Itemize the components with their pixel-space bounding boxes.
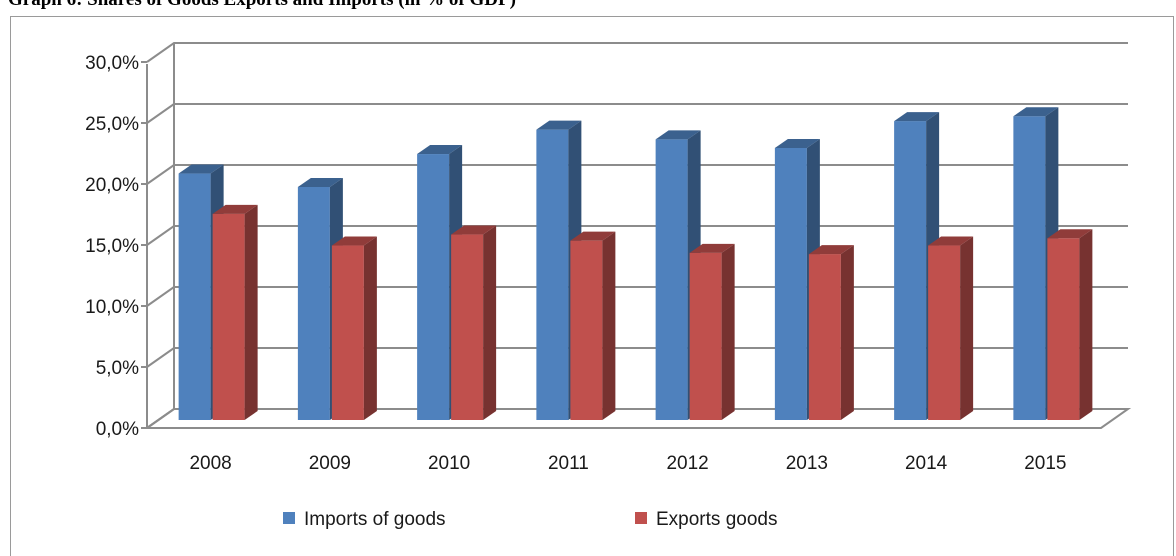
bar-top (894, 112, 940, 122)
gridlines (146, 42, 1128, 429)
bar-front (536, 129, 569, 420)
bar-side (483, 225, 497, 420)
bar-front (451, 234, 484, 420)
gridline (146, 42, 1128, 63)
bar-front (297, 186, 330, 420)
bar (808, 245, 854, 420)
y-tick-label: 25,0% (85, 114, 139, 135)
bar-top (1047, 229, 1093, 239)
bar-front (212, 213, 245, 420)
bar-front (417, 154, 450, 421)
legend-label: Imports of goods (304, 509, 446, 530)
bar-side (721, 243, 735, 420)
bar-top (689, 243, 735, 253)
bar (451, 225, 497, 420)
chart-floor (143, 408, 1132, 429)
legend-item: Imports of goods (283, 509, 446, 530)
bar-front (928, 245, 961, 420)
bar-top (808, 245, 854, 255)
bar (689, 243, 735, 420)
legend-swatch (635, 512, 647, 524)
bar-front (894, 121, 927, 420)
bar-front (689, 252, 722, 420)
legend-swatch (283, 512, 295, 524)
y-tick-label: 15,0% (85, 236, 139, 257)
bar-side (363, 236, 377, 420)
x-tick-label: 2011 (548, 453, 589, 474)
chart-frame (10, 16, 1174, 556)
bars (178, 107, 1093, 421)
bar-front (1047, 238, 1080, 420)
bar-top (212, 204, 258, 214)
bar-top (297, 177, 343, 187)
gridline (146, 286, 1128, 307)
x-tick-label: 2014 (905, 453, 948, 474)
x-tick-label: 2010 (428, 453, 470, 474)
bar-top (536, 120, 582, 130)
bar-side (960, 236, 974, 420)
bar-top (655, 130, 701, 140)
bar-front (178, 173, 211, 420)
chart-walls (143, 43, 1132, 429)
bar-side (840, 245, 854, 420)
x-tick-label: 2012 (666, 453, 708, 474)
bar-front (331, 245, 364, 420)
gridline (146, 164, 1128, 185)
bar-top (451, 225, 497, 235)
bar (331, 236, 377, 420)
x-tick-label: 2008 (189, 453, 231, 474)
y-tick-label: 20,0% (85, 175, 139, 196)
bar (570, 231, 616, 420)
legend-label: Exports goods (656, 509, 777, 530)
bar-front (1013, 116, 1046, 420)
bar-front (774, 147, 807, 420)
y-tick-label: 5,0% (96, 358, 139, 379)
x-tick-label: 2009 (309, 453, 351, 474)
bar-top (928, 236, 974, 246)
bar-front (570, 240, 603, 420)
bar (928, 236, 974, 420)
bar-front (655, 139, 688, 420)
legend-item: Exports goods (635, 509, 777, 530)
bar-side (244, 204, 258, 420)
bar-top (774, 138, 820, 148)
y-tick-label: 0,0% (96, 419, 139, 440)
bar (1047, 229, 1093, 420)
bar-front (808, 254, 841, 420)
bar-top (331, 236, 377, 246)
gridline (146, 225, 1128, 246)
legend: Imports of goods Exports goods (283, 509, 777, 530)
bar-side (1079, 229, 1093, 420)
bar (212, 204, 258, 420)
y-tick-label: 10,0% (85, 297, 139, 318)
x-axis-ticks: 2008 2009 2010 2011 2012 2013 2014 2015 (189, 453, 1066, 474)
bar-top (1013, 107, 1059, 117)
gridline (146, 347, 1128, 368)
x-tick-label: 2013 (786, 453, 828, 474)
bar-top (570, 231, 616, 241)
page-title: Graph 6: Shares of Goods Exports and Imp… (8, 0, 516, 11)
y-axis-ticks: 0,0% 5,0% 10,0% 15,0% 20,0% 25,0% 30,0% (85, 53, 147, 440)
bar-top (417, 145, 463, 155)
y-tick-label: 30,0% (85, 53, 139, 74)
bar-side (602, 231, 616, 420)
bar-top (178, 164, 224, 174)
x-tick-label: 2015 (1024, 453, 1066, 474)
gridline (146, 103, 1128, 124)
